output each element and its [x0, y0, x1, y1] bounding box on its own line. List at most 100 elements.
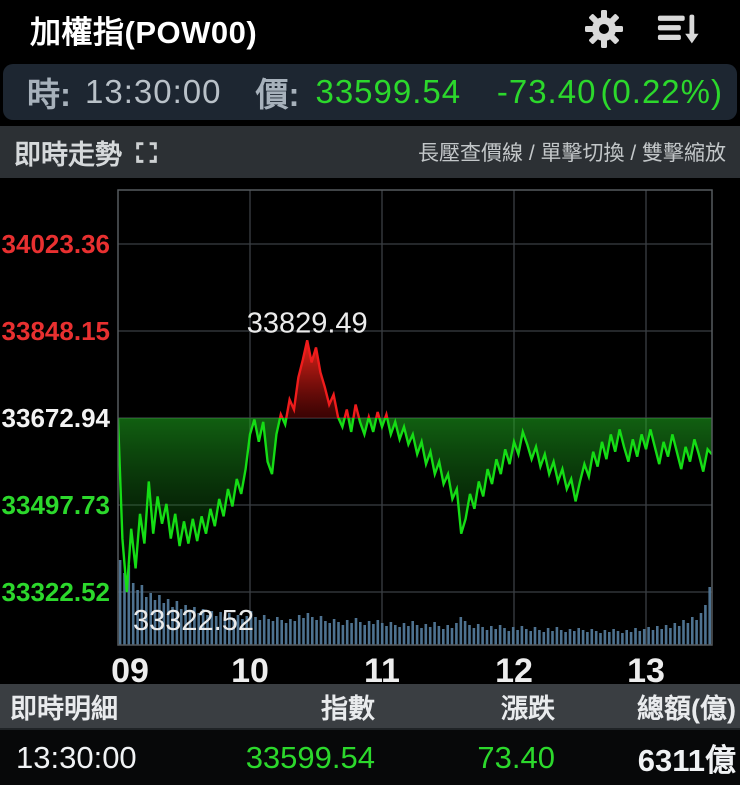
volume-bar [385, 626, 388, 645]
volume-bar [586, 632, 589, 645]
volume-bar [625, 630, 628, 645]
volume-bar [433, 622, 436, 645]
row-time: 13:30:00 [16, 739, 137, 775]
volume-bar [428, 627, 432, 645]
volume-bar [520, 626, 524, 645]
volume-bar [162, 603, 166, 645]
volume-bar [354, 618, 358, 645]
volume-bar [590, 629, 594, 645]
volume-bar [166, 599, 170, 645]
col-header-index: 指數 [321, 693, 375, 724]
settings-button[interactable] [582, 8, 626, 50]
volume-bar [695, 620, 698, 645]
volume-bar [634, 628, 637, 645]
volume-bar [293, 621, 297, 645]
volume-bar [127, 565, 131, 645]
volume-bar [402, 623, 406, 645]
volume-bar [546, 628, 550, 645]
volume-bar [651, 630, 655, 645]
volume-bar [612, 629, 615, 645]
volume-bar [306, 613, 310, 645]
volume-bar [699, 613, 703, 645]
volume-bar [642, 629, 646, 645]
volume-bar [193, 607, 196, 645]
volume-bar [463, 621, 467, 645]
sort-button[interactable] [656, 8, 700, 50]
volume-bar [236, 615, 240, 645]
volume-bar [267, 619, 270, 645]
quote-bar[interactable]: 時: 13:30:00 價: 33599.54 -73.40 (0.22%) [3, 64, 737, 120]
fullscreen-button[interactable] [134, 140, 159, 165]
volume-bar [363, 625, 366, 645]
volume-bar [564, 632, 567, 645]
volume-bar [621, 633, 624, 645]
volume-bar [682, 620, 685, 645]
volume-bar [664, 625, 668, 645]
volume-bar [241, 619, 244, 645]
chart-header: 即時走勢 長壓查價線 / 單擊切換 / 雙擊縮放 [0, 126, 740, 178]
volume-bar [581, 630, 585, 645]
col-header-total: 總額(億) [637, 693, 736, 724]
volume-bar [608, 632, 611, 645]
volume-bar [533, 627, 537, 645]
volume-bar [258, 620, 262, 645]
volume-bar [131, 583, 135, 645]
quote-time: 13:30:00 [85, 73, 222, 110]
table-row[interactable]: 13:30:00 33599.54 73.40 6311億 [0, 728, 740, 785]
x-axis-label: 13 [627, 652, 665, 684]
volume-bar [398, 627, 401, 645]
volume-bar [184, 605, 187, 645]
gear-icon [585, 10, 623, 48]
volume-bar [616, 631, 620, 645]
volume-bar [324, 621, 327, 645]
volume-bar [219, 612, 222, 645]
volume-bar [573, 631, 576, 645]
volume-bar [686, 623, 690, 645]
volume-bar [691, 617, 694, 645]
volume-bar [507, 631, 511, 645]
intraday-chart[interactable]: 34023.36 33848.15 33672.94 33497.73 33322.52… [0, 178, 740, 684]
volume-bar [498, 625, 502, 645]
volume-bar [245, 616, 249, 645]
volume-bar [123, 573, 126, 645]
volume-bar [254, 617, 257, 645]
volume-bar [656, 626, 659, 645]
volume-bar [372, 624, 375, 645]
volume-bar [525, 629, 528, 645]
sort-descending-icon [657, 14, 699, 44]
volume-bar [302, 618, 305, 645]
volume-bar [472, 628, 476, 645]
volume-bar [179, 609, 183, 645]
volume-bar [380, 623, 384, 645]
x-axis-label: 10 [231, 652, 269, 684]
volume-bar [437, 626, 441, 645]
chart-title: 即時走勢 [14, 139, 122, 170]
quote-change: -73.40 [496, 73, 597, 110]
volume-bar [485, 630, 489, 645]
low-annotation: 33322.52 [133, 605, 254, 637]
volume-bar [359, 622, 362, 645]
volume-bar [341, 625, 345, 645]
volume-bar [603, 630, 607, 645]
volume-bar [345, 620, 349, 645]
volume-bar [407, 626, 410, 645]
volume-bar [175, 601, 179, 645]
price-label: 價: [255, 76, 300, 113]
volume-bar [708, 587, 711, 645]
volume-bar [206, 615, 209, 645]
volume-bar [271, 621, 275, 645]
volume-bar [118, 560, 122, 645]
volume-bar [638, 631, 642, 645]
volume-bar [704, 605, 707, 645]
y-axis-label: 33672.94 [2, 403, 111, 433]
title-bar-icons [582, 8, 710, 50]
quote-zone: 時: 13:30:00 價: 33599.54 -73.40 (0.22%) [0, 58, 740, 126]
volume-bar [297, 615, 301, 645]
volume-bar [210, 611, 214, 645]
volume-bar [420, 628, 423, 645]
volume-bar [394, 625, 397, 645]
price-line-down-segment [118, 418, 712, 593]
detail-table-header: 即時明細 指數 漲跌 總額(億) [0, 684, 740, 728]
volume-bar [503, 628, 506, 645]
intraday-chart-canvas[interactable]: 34023.36 33848.15 33672.94 33497.73 33322.52… [0, 178, 740, 684]
